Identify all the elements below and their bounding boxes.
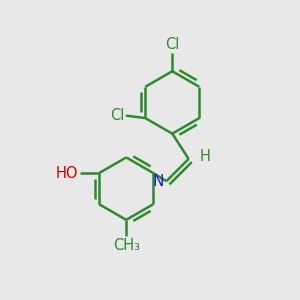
Text: Cl: Cl xyxy=(110,108,124,123)
Text: Cl: Cl xyxy=(165,37,179,52)
Text: HO: HO xyxy=(56,166,78,181)
Text: CH₃: CH₃ xyxy=(113,238,140,253)
Text: H: H xyxy=(200,149,211,164)
Text: N: N xyxy=(153,174,164,189)
